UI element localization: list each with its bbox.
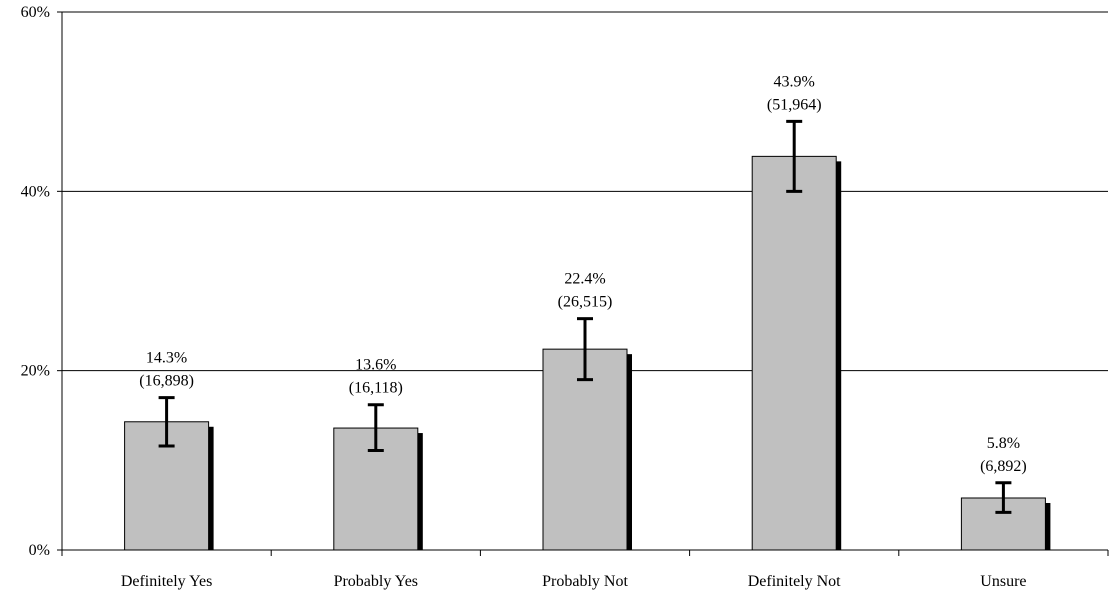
y-tick-label: 20% [21,363,50,380]
data-label-count: (6,892) [980,458,1027,475]
bar [542,348,628,551]
data-label-percent: 5.8% [987,435,1020,452]
bar-shadow [627,354,632,550]
x-category-label: Probably Yes [334,573,418,590]
data-label-percent: 14.3% [146,350,187,367]
bar-shadow [208,426,214,550]
data-label-percent: 43.9% [774,73,815,90]
y-tick-label: 0% [29,542,50,559]
x-category-label: Unsure [980,573,1026,590]
data-label-count: (26,515) [558,294,613,311]
x-category-label: Definitely Yes [121,573,213,590]
bar [751,155,837,551]
data-label-count: (51,964) [767,96,822,113]
x-category-label: Definitely Not [748,573,841,590]
y-tick-label: 40% [21,183,50,200]
bar-shadow [836,161,842,550]
data-label-percent: 22.4% [564,271,605,288]
data-label-count: (16,898) [139,373,194,390]
bar-shadow [417,433,423,550]
data-label-count: (16,118) [349,380,403,397]
data-label-percent: 13.6% [355,357,396,374]
bar-shadow [1045,502,1051,550]
x-category-label: Probably Not [542,573,628,590]
y-tick-label: 60% [21,4,50,21]
